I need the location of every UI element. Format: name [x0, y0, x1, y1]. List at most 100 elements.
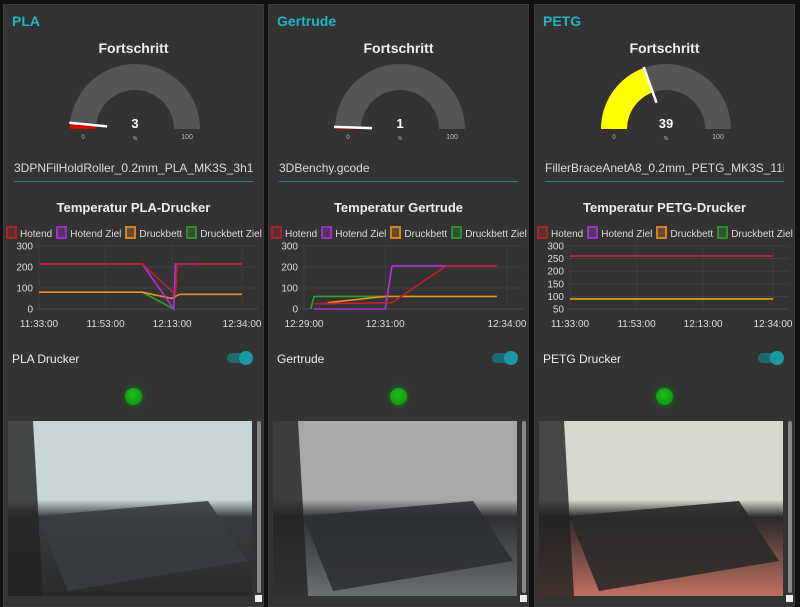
legend-item[interactable]: Hotend [271, 226, 317, 240]
legend-label: Druckbett Ziel [200, 229, 262, 240]
y-tick-label: 100 [547, 292, 564, 303]
y-tick-label: 100 [281, 284, 298, 295]
series-line-hotend-ziel [314, 265, 497, 310]
chart-legend: Hotend Hotend Ziel Druckbett Druckbett Ziel [535, 226, 794, 240]
gauge-min: 0 [346, 135, 350, 141]
panel-gertrude: Gertrude Fortschritt 1% 0 100 3DBenchy.gcode T… [268, 4, 529, 607]
x-tick-label: 12:29:00 [285, 319, 324, 330]
scrollbar[interactable] [788, 421, 792, 593]
y-tick-label: 150 [547, 279, 564, 290]
legend-label: Hotend Ziel [335, 229, 387, 240]
resize-corner [786, 595, 793, 602]
chart-legend: Hotend Hotend Ziel Druckbett Druckbett Ziel [4, 226, 263, 240]
series-line-druckbett [327, 295, 497, 304]
legend-swatch [656, 226, 668, 239]
legend-item[interactable]: Hotend [6, 226, 52, 240]
gauge-title: Fortschritt [363, 40, 434, 56]
chart-title: Temperatur PETG-Drucker [582, 200, 747, 215]
camera-image [273, 421, 517, 596]
panel-title: PETG [543, 13, 582, 29]
legend-item[interactable]: Hotend Ziel [321, 226, 386, 240]
x-tick-label: 12:34:00 [223, 319, 262, 330]
y-tick-label: 0 [292, 305, 298, 316]
gauge-needle [333, 125, 373, 130]
gauge-min: 0 [81, 135, 85, 141]
gauge-max: 100 [446, 134, 458, 141]
printer-power-toggle[interactable] [492, 351, 518, 365]
gauge-track [335, 64, 465, 129]
gauge-max: 100 [181, 134, 193, 141]
panel-title: Gertrude [277, 13, 337, 29]
gauge-unit: % [133, 136, 138, 142]
legend-item[interactable]: Hotend Ziel [56, 226, 121, 240]
toggle-knob [504, 351, 518, 365]
gauge-needle [69, 121, 108, 128]
x-tick-label: 11:53:00 [86, 319, 125, 330]
filename-text: FillerBraceAnetA8_0.2mm_PETG_MK3S_11h20m… [545, 161, 784, 182]
y-tick-label: 200 [16, 263, 33, 274]
x-tick-label: 12:34:00 [488, 319, 527, 330]
y-tick-label: 300 [547, 242, 564, 253]
printer-power-toggle[interactable] [758, 351, 784, 365]
camera-image [539, 421, 783, 596]
chart-title: Temperatur PLA-Drucker [56, 200, 211, 215]
series-line-hotend-ziel [39, 263, 242, 312]
y-tick-label: 100 [16, 284, 33, 295]
y-tick-label: 200 [547, 267, 564, 278]
legend-swatch [56, 226, 68, 239]
gauge-title: Fortschritt [629, 40, 700, 56]
switch-label: PETG Drucker [543, 352, 622, 366]
panel-title: PLA [12, 13, 40, 29]
legend-label: Druckbett [404, 229, 448, 240]
y-tick-label: 200 [281, 263, 298, 274]
legend-swatch [186, 226, 198, 239]
legend-item[interactable]: Druckbett Ziel [186, 226, 262, 240]
legend-item[interactable]: Hotend Ziel [587, 226, 652, 240]
toggle-knob [770, 351, 784, 365]
temperature-chart: 0 100 200 300 11:33:00 11:53:00 12:13:00 12:34:… [16, 242, 262, 331]
legend-swatch [271, 226, 282, 239]
series-line-hotend [39, 263, 242, 297]
legend-item[interactable]: Druckbett [125, 226, 182, 240]
chart-legend: Hotend Hotend Ziel Druckbett Druckbett Ziel [269, 226, 528, 240]
progress-gauge: 3% 0 100 [69, 64, 200, 142]
legend-item[interactable]: Hotend [537, 226, 583, 240]
gauge-max: 100 [712, 134, 724, 141]
panel-petg: PETG Fortschritt 39% 0 100 FillerBraceAnetA8_… [534, 4, 795, 607]
x-tick-label: 11:53:00 [617, 319, 656, 330]
legend-item[interactable]: Druckbett [656, 226, 713, 240]
legend-item[interactable]: Druckbett Ziel [717, 226, 793, 240]
legend-swatch [451, 226, 463, 239]
scrollbar[interactable] [522, 421, 526, 593]
chart-title: Temperatur Gertrude [333, 200, 464, 215]
legend-label: Druckbett [139, 229, 183, 240]
legend-item[interactable]: Druckbett [390, 226, 447, 240]
printer-power-toggle[interactable] [227, 351, 253, 365]
y-tick-label: 50 [553, 305, 565, 316]
legend-swatch [125, 226, 137, 239]
switch-label: Gertrude [277, 352, 325, 366]
gauge-unit: % [398, 136, 403, 142]
x-tick-label: 11:33:00 [20, 319, 59, 330]
resize-corner [520, 595, 527, 602]
gauge-min: 0 [612, 135, 616, 141]
x-tick-label: 12:31:00 [366, 319, 405, 330]
progress-gauge: 1% 0 100 [333, 64, 465, 142]
gauge-value: 1 [396, 116, 403, 131]
status-led [390, 388, 407, 405]
x-tick-label: 12:34:00 [754, 319, 793, 330]
legend-swatch [587, 226, 599, 239]
y-tick-label: 300 [281, 242, 298, 253]
resize-corner [255, 595, 262, 602]
legend-swatch [390, 226, 402, 239]
legend-swatch [537, 226, 548, 239]
legend-item[interactable]: Druckbett Ziel [451, 226, 527, 240]
gauge-unit: % [664, 136, 669, 142]
legend-label: Hotend [285, 229, 318, 240]
toggle-knob [239, 351, 253, 365]
gauge-fill [601, 67, 653, 129]
gauge-value: 39 [659, 116, 673, 131]
scrollbar[interactable] [257, 421, 261, 593]
y-tick-label: 250 [547, 254, 564, 265]
